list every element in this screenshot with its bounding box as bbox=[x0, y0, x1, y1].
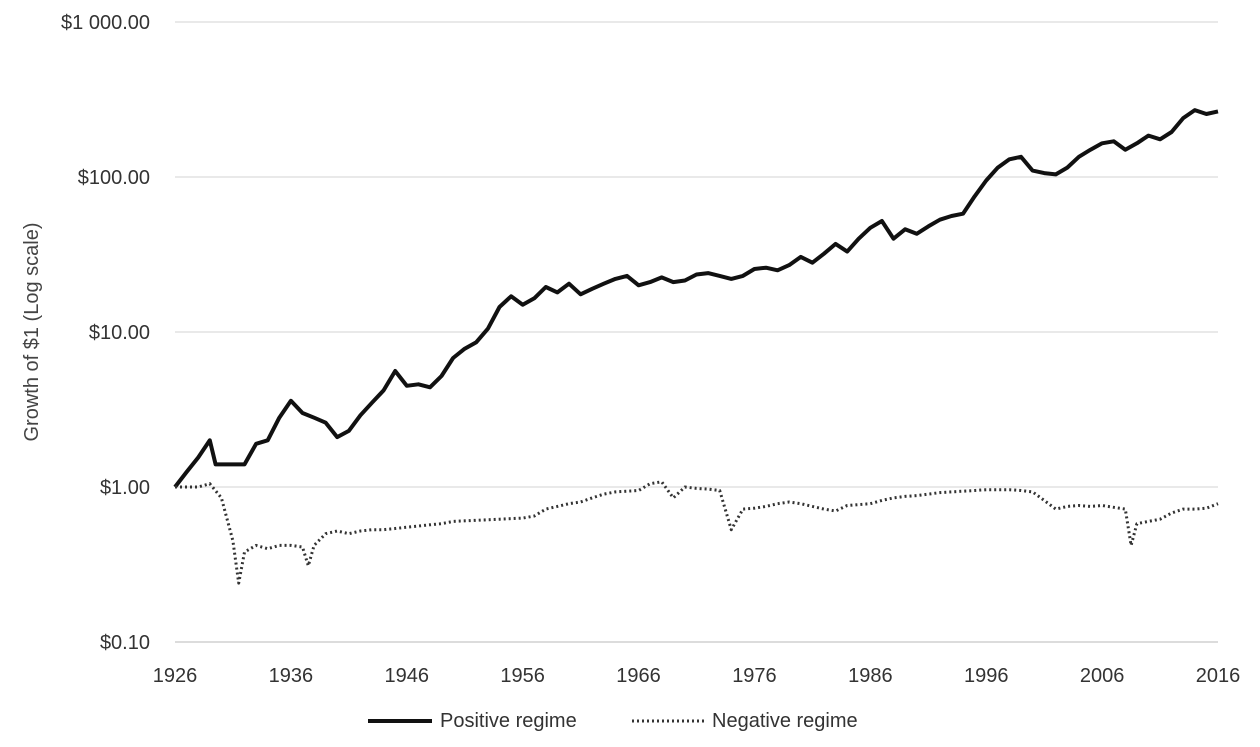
y-axis-title: Growth of $1 (Log scale) bbox=[21, 223, 43, 442]
x-tick-label: 1996 bbox=[964, 665, 1009, 687]
x-tick-label: 1986 bbox=[848, 665, 893, 687]
x-tick-label: 1976 bbox=[732, 665, 777, 687]
y-tick-label: $1 000.00 bbox=[61, 12, 150, 34]
y-tick-label: $0.10 bbox=[100, 632, 150, 654]
legend-label-positive-regime: Positive regime bbox=[440, 710, 577, 732]
legend-label-negative-regime: Negative regime bbox=[712, 710, 858, 732]
legend: Positive regime Negative regime bbox=[368, 710, 858, 732]
y-tick-label: $1.00 bbox=[100, 477, 150, 499]
x-tick-label: 1966 bbox=[616, 665, 661, 687]
y-tick-label: $100.00 bbox=[78, 167, 150, 189]
x-tick-label: 1946 bbox=[385, 665, 430, 687]
x-tick-label: 2006 bbox=[1080, 665, 1125, 687]
x-tick-label: 1926 bbox=[153, 665, 198, 687]
series-line-positive-regime bbox=[173, 108, 1219, 489]
y-tick-label: $10.00 bbox=[89, 322, 150, 344]
series-line-negative-regime bbox=[175, 480, 1219, 585]
gridlines bbox=[175, 21, 1218, 643]
x-tick-label: 1936 bbox=[269, 665, 314, 687]
series-lines bbox=[173, 108, 1219, 585]
x-tick-label: 1956 bbox=[500, 665, 545, 687]
x-tick-label: 2016 bbox=[1196, 665, 1241, 687]
